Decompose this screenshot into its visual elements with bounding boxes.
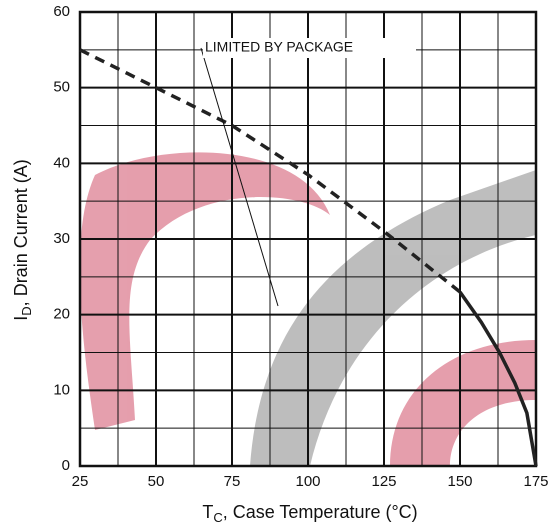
x-axis-label: TC, Case Temperature (°C) xyxy=(202,502,417,526)
line xyxy=(79,48,462,294)
plot xyxy=(79,48,538,467)
y-tick-label: 40 xyxy=(53,154,70,171)
annotation-leader xyxy=(200,47,279,307)
x-tick-label: 25 xyxy=(72,473,89,490)
annotation: LIMITED BY PACKAGE xyxy=(205,39,353,55)
x-label-rest: , Case Temperature (°C) xyxy=(223,502,418,522)
annotation-bg xyxy=(203,38,416,58)
x-tick-label: 100 xyxy=(295,473,320,490)
y-label-main: I xyxy=(11,316,31,321)
y-axis-label: ID, Drain Current (A) xyxy=(11,159,35,320)
y-label-sub: D xyxy=(19,306,34,315)
x-tick-label: 175 xyxy=(523,473,548,490)
line xyxy=(458,290,538,467)
y-tick-label: 60 xyxy=(53,3,70,20)
grid xyxy=(78,10,538,468)
x-tick-label: 150 xyxy=(447,473,472,490)
plot-frame xyxy=(78,10,538,468)
y-tick-label: 0 xyxy=(62,457,70,474)
watermark xyxy=(79,152,536,466)
y-tick-label: 10 xyxy=(53,381,70,398)
y-tick-label: 50 xyxy=(53,79,70,96)
watermark-shape xyxy=(79,152,330,430)
watermark-shape xyxy=(390,340,536,466)
y-tick-label: 30 xyxy=(53,230,70,247)
y-tick-label: 20 xyxy=(53,306,70,323)
x-tick-label: 125 xyxy=(371,473,396,490)
y-label-rest: , Drain Current (A) xyxy=(11,159,31,306)
x-tick-label: 50 xyxy=(148,473,165,490)
x-label-main: T xyxy=(202,502,213,522)
watermark-shape xyxy=(250,170,536,466)
x-tick-label: 75 xyxy=(224,473,241,490)
x-label-sub: C xyxy=(213,510,222,525)
